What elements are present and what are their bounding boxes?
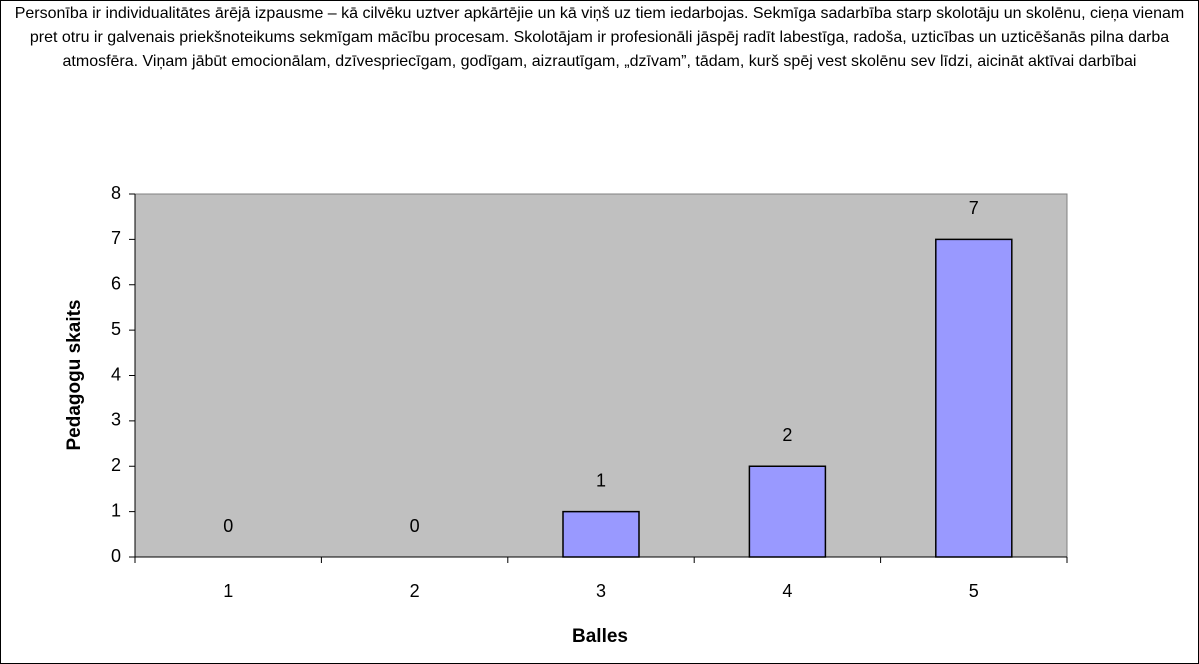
chart-title: Personība ir individualitātes ārējā izpa…	[14, 5, 1185, 70]
data-label: 1	[596, 470, 606, 490]
data-label: 2	[782, 425, 792, 445]
bar	[748, 465, 827, 558]
y-tick-label: 8	[111, 183, 121, 203]
y-tick-label: 1	[111, 500, 121, 520]
bar	[935, 238, 1013, 558]
y-axis-title: Pedagogu skaits	[64, 300, 85, 451]
y-tick-label: 4	[111, 364, 121, 384]
data-label: 7	[969, 198, 979, 218]
x-tick-label: 4	[782, 581, 792, 601]
x-tick-label: 2	[410, 581, 420, 601]
x-tick-label: 5	[969, 581, 979, 601]
data-label: 0	[223, 516, 233, 536]
y-tick-label: 0	[111, 546, 121, 566]
x-axis-title: Balles	[572, 626, 628, 647]
plot-area	[134, 193, 1068, 558]
y-tick-label: 7	[111, 228, 121, 248]
x-tick-label: 1	[223, 581, 233, 601]
bar	[562, 510, 640, 558]
x-tick-label: 3	[596, 581, 606, 601]
y-tick-label: 6	[111, 274, 121, 294]
y-tick-label: 3	[111, 410, 121, 430]
y-tick-label: 2	[111, 455, 121, 475]
y-tick-label: 5	[111, 319, 121, 339]
data-label: 0	[410, 516, 420, 536]
